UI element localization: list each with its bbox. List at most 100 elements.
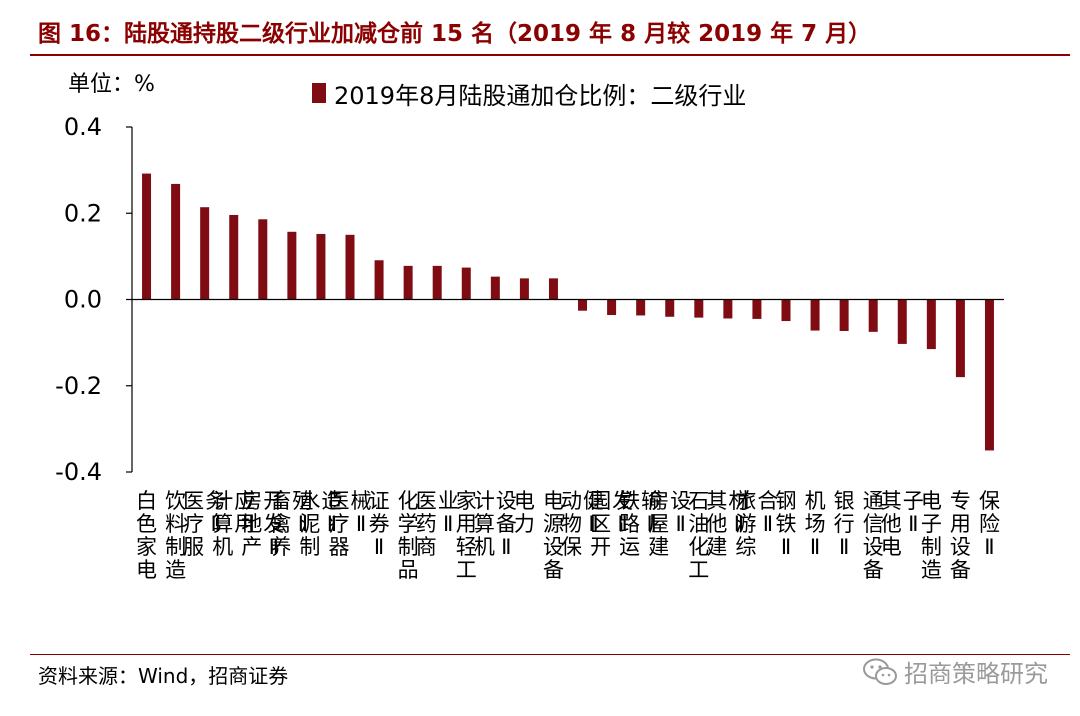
x-category-label-char: 备: [863, 558, 884, 582]
x-category-label-char: 源: [543, 512, 564, 536]
legend-label: 2019年8月陆股通加仓比例：二级行业: [334, 81, 747, 110]
x-category-label-char: 学: [398, 512, 419, 536]
bar: [374, 260, 384, 300]
bar: [868, 299, 878, 332]
x-category-label-char: Ⅱ: [298, 512, 308, 536]
x-category-label-char: 水: [299, 489, 320, 513]
x-category-label-char: 务: [205, 489, 226, 513]
wechat-icon: [863, 658, 897, 685]
x-category-label-char: 造: [165, 558, 186, 582]
source-note: 资料来源：Wind，招商证券: [38, 664, 289, 688]
x-category-label-char: 商: [416, 535, 437, 559]
x-category-label-char: 化: [398, 489, 419, 513]
x-category-label-char: Ⅱ: [810, 535, 820, 559]
watermark-text: 招商策略研究: [904, 660, 1048, 688]
x-category-label-char: 路: [619, 512, 640, 536]
x-category-label-char: 备: [543, 558, 564, 582]
x-category-label-char: Ⅱ: [839, 535, 849, 559]
bar: [461, 267, 471, 300]
bar: [345, 234, 355, 300]
x-category-label-char: 疗: [183, 512, 204, 536]
bar: [519, 278, 529, 300]
x-category-label: 电力: [514, 489, 535, 536]
x-category-label-char: 保: [561, 535, 582, 559]
bar: [636, 299, 646, 316]
figure-title: 图 16：陆股通持股二级行业加减仓前 15 名（2019 年 8 月较 2019…: [38, 21, 872, 47]
x-category-label-char: 业: [438, 489, 459, 513]
x-category-label-char: 器: [329, 535, 350, 559]
x-category-label-char: Ⅱ: [501, 535, 511, 559]
x-category-label-char: Ⅱ: [356, 512, 366, 536]
x-category-label-char: 健: [583, 489, 604, 513]
legend: 2019年8月陆股通加仓比例：二级行业: [312, 78, 747, 110]
bar: [897, 299, 907, 344]
x-category-label-char: 医: [329, 489, 350, 513]
x-category-label-char: 白: [136, 489, 157, 513]
x-category-label-char: 工: [688, 558, 709, 582]
bar: [287, 231, 297, 300]
x-category-label-char: 用: [950, 512, 971, 536]
bar: [432, 265, 442, 300]
x-category-label-char: 设: [543, 535, 564, 559]
y-tick-label: 0.4: [64, 113, 102, 141]
x-category-label-char: 其: [706, 489, 727, 513]
x-category-label-char: 家: [136, 535, 157, 559]
bar: [316, 233, 326, 300]
x-category-label-char: 游: [735, 512, 756, 536]
x-category-label-char: 造: [921, 558, 942, 582]
x-category-label-char: 饮: [165, 489, 186, 513]
x-category-label-char: 券: [369, 512, 390, 536]
y-tick-label: -0.2: [55, 372, 102, 400]
x-category-label-char: 建: [706, 535, 727, 559]
x-category-label-char: 疗: [329, 512, 350, 536]
x-category-label-char: 化: [688, 535, 709, 559]
x-category-label-char: 机: [474, 535, 495, 559]
x-category-label-char: Ⅱ: [588, 512, 598, 536]
x-category-label-char: 区: [590, 512, 611, 536]
title-divider: [30, 54, 1070, 56]
x-category-label-char: 专: [950, 489, 971, 513]
x-category-label-char: 服: [183, 535, 204, 559]
x-category-label-char: 电: [881, 535, 902, 559]
x-category-label-char: 子: [921, 512, 942, 536]
x-category-label-char: Ⅱ: [327, 512, 337, 536]
x-category-label-char: 算: [212, 512, 233, 536]
x-category-label-char: 钢: [776, 489, 797, 513]
x-category-label-char: 算: [474, 512, 495, 536]
bar: [258, 219, 268, 300]
bar: [723, 299, 733, 319]
x-category-label-char: 计: [212, 489, 233, 513]
x-category-label-char: 建: [648, 535, 669, 559]
x-category-label-char: 开: [263, 489, 284, 513]
x-category-label-char: Ⅱ: [646, 512, 656, 536]
x-category-label-char: 畜: [270, 489, 291, 513]
y-tick-label: -0.4: [55, 458, 102, 486]
x-category-label-char: 制: [921, 535, 942, 559]
y-axis-unit-label: 单位：%: [68, 72, 155, 97]
x-category-label-char: 房: [241, 489, 262, 513]
x-category-label-char: 养: [270, 535, 291, 559]
x-category-label-char: 园: [590, 489, 611, 513]
bar: [839, 299, 849, 331]
watermark: 招商策略研究: [862, 654, 1048, 689]
x-category-label-char: 证: [369, 489, 390, 513]
x-category-label-char: Ⅱ: [617, 512, 627, 536]
x-category-label-char: 电: [514, 489, 535, 513]
x-category-label-char: Ⅱ: [269, 535, 279, 559]
x-category-label-char: 色: [136, 512, 157, 536]
x-category-label-char: 发: [612, 489, 633, 513]
x-category-label-char: 制: [165, 535, 186, 559]
